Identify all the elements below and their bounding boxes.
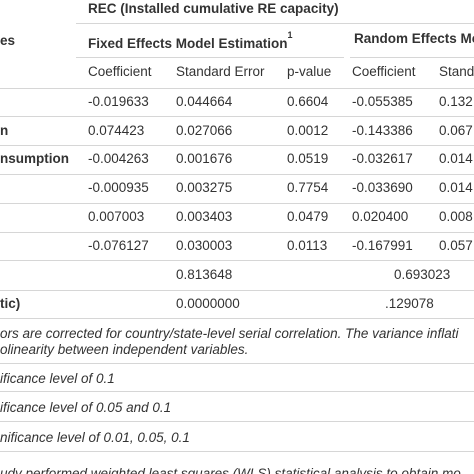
rule (76, 23, 474, 24)
re-standard-error: 0.014 (439, 180, 473, 195)
row-label: nsumption (0, 151, 69, 166)
significance-note: nificance level of 0.01, 0.05, 0.1 (0, 430, 190, 445)
column-header-coefficient: Coefficient (352, 64, 416, 79)
footnote-line: ors are corrected for country/state-leve… (0, 326, 459, 341)
re-coefficient: -0.167991 (352, 238, 413, 253)
fe-p-value: 0.7754 (287, 180, 329, 195)
re-coefficient: 0.020400 (352, 209, 409, 224)
rule (76, 57, 344, 58)
fe-standard-error: 0.003275 (176, 180, 233, 195)
row-divider (0, 391, 474, 392)
column-header-coefficient: Coefficient (88, 64, 152, 79)
column-header-standard-error: Standard Error (176, 64, 265, 79)
fe-standard-error: 0.027066 (176, 123, 233, 138)
fe-coefficient: -0.076127 (88, 238, 149, 253)
re-standard-error: 0.014 (439, 151, 473, 166)
row-divider (0, 451, 474, 452)
footnote-line: olinearity between independent variables… (0, 342, 249, 357)
fe-standard-error: 0.003403 (176, 209, 233, 224)
dependent-variable-header: REC (Installed cumulative RE capacity) (88, 1, 339, 16)
re-summary-value: .129078 (385, 296, 434, 311)
row-divider (0, 203, 474, 204)
row-divider (0, 260, 474, 261)
fe-coefficient: 0.007003 (88, 209, 145, 224)
fe-coefficient: 0.074423 (88, 123, 145, 138)
fe-p-value: 0.0012 (287, 123, 329, 138)
fe-p-value: 0.0479 (287, 209, 329, 224)
method-note: udy performed weighted least squares (WL… (0, 466, 461, 474)
row-divider (0, 290, 474, 291)
re-standard-error: 0.008 (439, 209, 473, 224)
footnote-marker: 1 (287, 29, 293, 40)
rule (350, 57, 474, 58)
fe-standard-error: 0.030003 (176, 238, 233, 253)
fe-p-value: 0.6604 (287, 94, 329, 109)
fixed-effects-header: Fixed Effects Model Estimation1 (88, 29, 293, 51)
column-header-p-value: p-value (287, 64, 332, 79)
re-coefficient: -0.055385 (352, 94, 413, 109)
row-divider (0, 145, 474, 146)
row-divider (0, 363, 474, 364)
row-divider (0, 232, 474, 233)
re-standard-error: 0.057 (439, 238, 473, 253)
fe-summary-value: 0.0000000 (176, 296, 240, 311)
re-standard-error: 0.067 (439, 123, 473, 138)
re-standard-error: 0.132 (439, 94, 473, 109)
summary-label: tic) (0, 296, 21, 311)
random-effects-header: Random Effects Mo (354, 31, 474, 46)
fe-coefficient: -0.004263 (88, 151, 149, 166)
significance-note: ificance level of 0.05 and 0.1 (0, 400, 172, 415)
row-divider (0, 116, 474, 117)
fe-coefficient: -0.000935 (88, 180, 149, 195)
row-label: n (0, 123, 9, 138)
re-coefficient: -0.033690 (352, 180, 413, 195)
re-coefficient: -0.143386 (352, 123, 413, 138)
re-summary-value: 0.693023 (394, 267, 451, 282)
row-divider (0, 421, 474, 422)
fe-coefficient: -0.019633 (88, 94, 149, 109)
fe-standard-error: 0.001676 (176, 151, 233, 166)
column-header-standard-error: Standa (439, 64, 474, 79)
rule (0, 88, 474, 89)
fe-standard-error: 0.044664 (176, 94, 233, 109)
significance-note: ificance level of 0.1 (0, 371, 115, 386)
fe-summary-value: 0.813648 (176, 267, 233, 282)
row-divider (0, 174, 474, 175)
fe-p-value: 0.0113 (287, 238, 328, 253)
fe-p-value: 0.0519 (287, 151, 329, 166)
row-divider (0, 318, 474, 319)
variables-header: es (0, 33, 16, 48)
re-coefficient: -0.032617 (352, 151, 413, 166)
